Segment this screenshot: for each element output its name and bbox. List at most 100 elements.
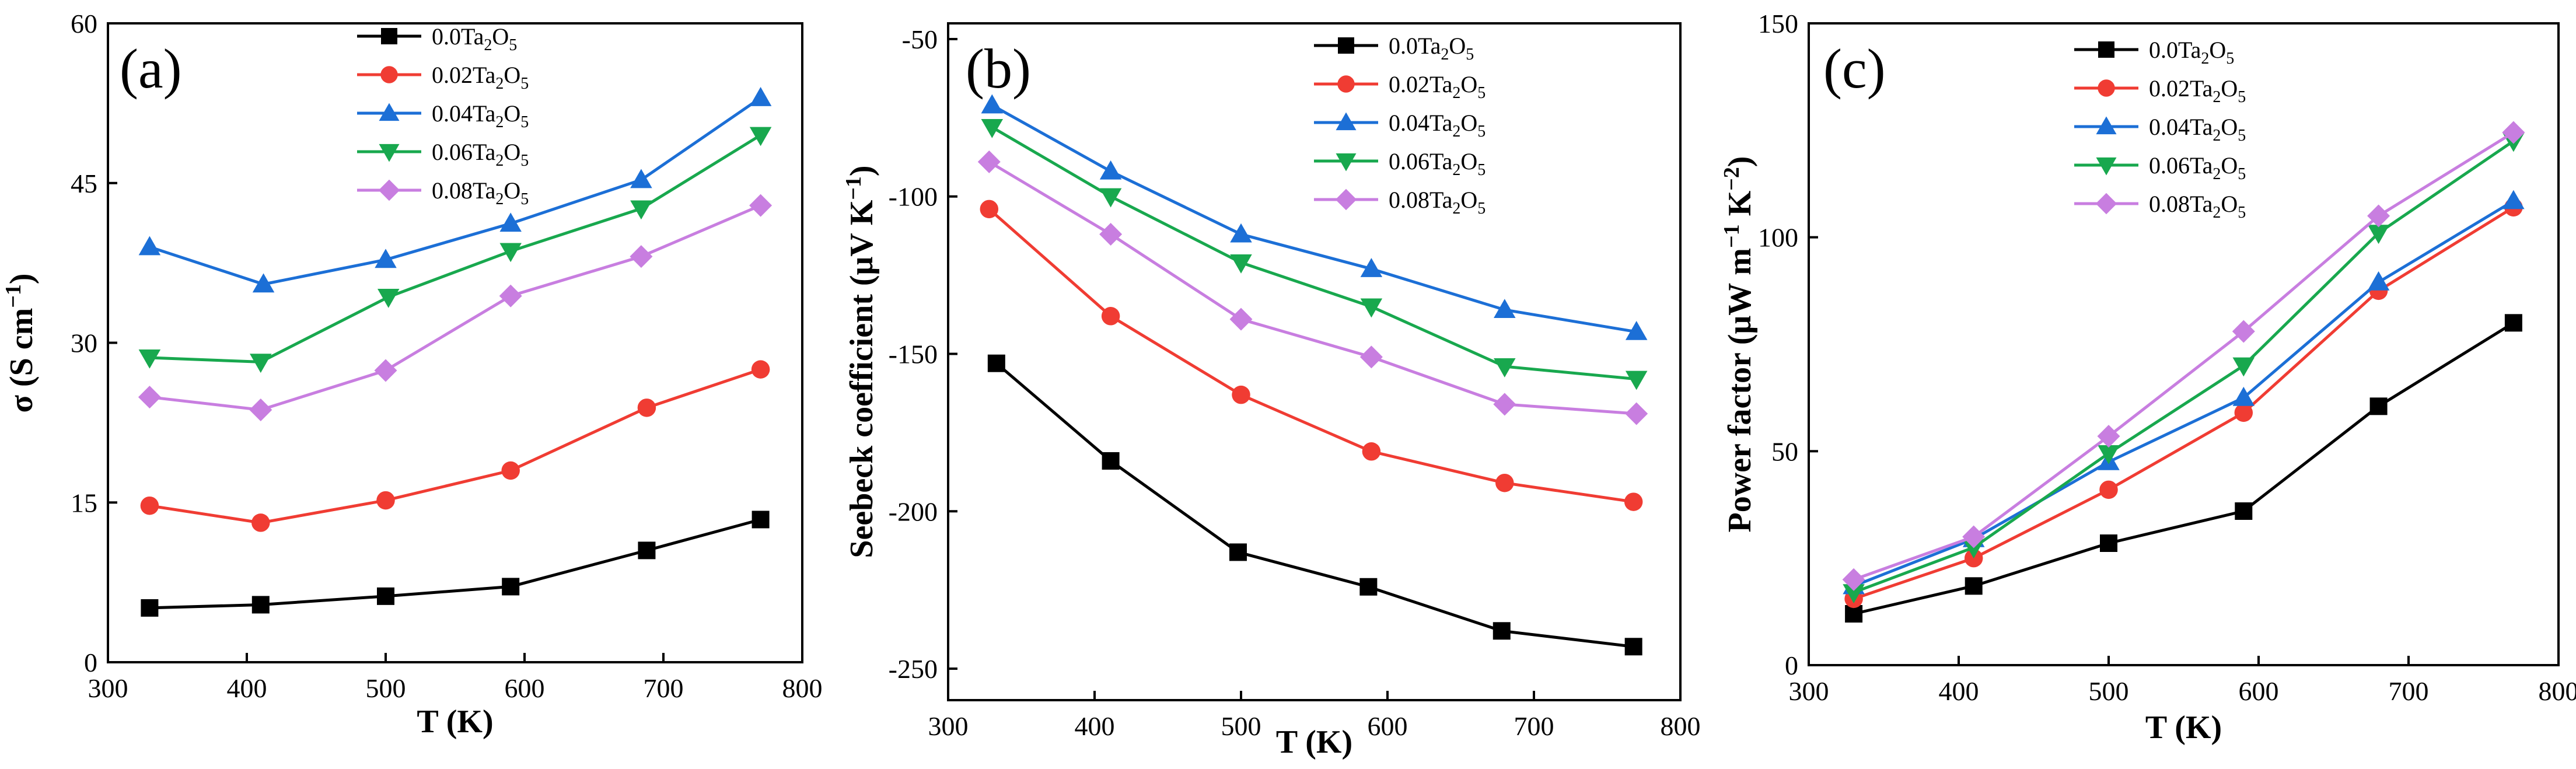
series-0.04Ta2O5 bbox=[1843, 190, 2524, 595]
data-point bbox=[501, 462, 520, 480]
series-0.0Ta2O5 bbox=[988, 355, 1642, 656]
legend-marker bbox=[2098, 79, 2114, 96]
y-tick-label: -200 bbox=[889, 497, 938, 526]
x-tick-label: 700 bbox=[2389, 676, 2429, 706]
y-tick-label: 60 bbox=[71, 9, 97, 39]
legend-label-part: 0.02Ta bbox=[2149, 75, 2213, 102]
legend-label: 0.04Ta2O5 bbox=[432, 100, 529, 131]
legend-label-sub: 2 bbox=[2201, 50, 2209, 68]
data-point bbox=[1625, 403, 1648, 425]
series-0.0Ta2O5 bbox=[141, 511, 769, 616]
legend-label: 0.02Ta2O5 bbox=[1389, 71, 1486, 102]
legend-label-part: O bbox=[504, 100, 520, 127]
data-point bbox=[1100, 160, 1122, 180]
legend-marker bbox=[381, 28, 397, 44]
legend-item: 0.04Ta2O5 bbox=[357, 100, 529, 131]
legend-label-sub: 2 bbox=[1452, 161, 1460, 179]
data-point bbox=[141, 497, 159, 515]
x-axis-title: T (K) bbox=[2145, 709, 2222, 746]
data-point bbox=[251, 513, 270, 532]
data-point bbox=[1362, 442, 1381, 461]
legend-label-part: 0.0Ta bbox=[1389, 33, 1441, 59]
legend-label-sub: 5 bbox=[1477, 123, 1486, 141]
x-tick-label: 300 bbox=[88, 673, 128, 703]
legend-item: 0.06Ta2O5 bbox=[357, 139, 529, 170]
legend-label: 0.04Ta2O5 bbox=[2149, 114, 2246, 145]
legend-item: 0.0Ta2O5 bbox=[357, 23, 517, 54]
x-tick-label: 800 bbox=[1661, 711, 1701, 741]
data-point bbox=[2099, 481, 2118, 499]
data-point bbox=[249, 399, 272, 421]
data-point bbox=[499, 285, 522, 307]
y-axis-title: Power factor (μW m−1 K−2) bbox=[1719, 156, 1758, 533]
data-point bbox=[377, 588, 394, 605]
panel-letter: (b) bbox=[966, 37, 1031, 100]
legend-label-sub: 2 bbox=[484, 36, 492, 54]
data-point bbox=[750, 127, 772, 146]
legend-label-part: O bbox=[504, 177, 520, 204]
legend-label-part: O bbox=[504, 139, 520, 165]
legend-label-part: 0.08Ta bbox=[1389, 187, 1453, 213]
data-point bbox=[1102, 452, 1120, 470]
legend-label: 0.0Ta2O5 bbox=[1389, 33, 1474, 64]
series-line bbox=[149, 519, 760, 607]
legend-label-sub: 5 bbox=[520, 190, 529, 208]
legend-label-sub: 2 bbox=[1452, 200, 1460, 218]
data-point bbox=[141, 599, 158, 617]
legend-label-part: 0.06Ta bbox=[1389, 148, 1453, 174]
y-axis-title-main: Power factor (μW m bbox=[1722, 248, 1758, 532]
data-point bbox=[2235, 502, 2252, 520]
legend-label-sub: 2 bbox=[2213, 88, 2221, 106]
data-point bbox=[252, 596, 270, 613]
legend-label-sub: 2 bbox=[495, 113, 504, 131]
legend-marker bbox=[379, 180, 400, 201]
legend-label-part: O bbox=[2221, 152, 2238, 179]
legend-label-sub: 5 bbox=[1477, 200, 1486, 218]
legend-label-sub: 5 bbox=[2238, 127, 2246, 145]
legend-label: 0.08Ta2O5 bbox=[2149, 191, 2246, 222]
legend-label: 0.04Ta2O5 bbox=[1389, 110, 1486, 141]
y-axis-title-main: Seebeck coefficient (μV K bbox=[844, 200, 880, 558]
legend-label: 0.06Ta2O5 bbox=[432, 139, 529, 170]
data-point bbox=[2098, 445, 2120, 464]
x-tick-label: 300 bbox=[1789, 676, 1829, 706]
panel-letter: (a) bbox=[120, 37, 182, 100]
legend-item: 0.08Ta2O5 bbox=[357, 177, 529, 208]
series-0.0Ta2O5 bbox=[1845, 314, 2522, 623]
legend-item: 0.02Ta2O5 bbox=[357, 62, 529, 93]
legend-label-part: O bbox=[2221, 114, 2238, 140]
data-point bbox=[630, 245, 652, 268]
series-line bbox=[149, 369, 760, 523]
legend-marker bbox=[1336, 189, 1357, 210]
series-line bbox=[1854, 201, 2514, 586]
data-point bbox=[1493, 622, 1511, 639]
legend-label-sub: 5 bbox=[520, 75, 529, 93]
data-point bbox=[2502, 121, 2525, 144]
data-point bbox=[1102, 307, 1120, 326]
data-point bbox=[139, 236, 161, 256]
x-tick-label: 800 bbox=[782, 673, 823, 703]
data-point bbox=[1360, 345, 1383, 368]
legend-label-part: O bbox=[1460, 187, 1477, 213]
series-0.08Ta2O5 bbox=[138, 194, 772, 421]
legend-label-part: O bbox=[1449, 33, 1466, 59]
legend-marker bbox=[380, 66, 397, 83]
legend-label-part: O bbox=[504, 62, 520, 88]
y-tick-label: -100 bbox=[889, 182, 938, 212]
data-point bbox=[1099, 223, 1122, 246]
data-point bbox=[1495, 474, 1514, 492]
data-point bbox=[1626, 371, 1648, 390]
data-point bbox=[630, 169, 652, 188]
legend-label: 0.06Ta2O5 bbox=[2149, 152, 2246, 183]
legend-label-part: 0.06Ta bbox=[2149, 152, 2213, 179]
legend-label-sub: 2 bbox=[2213, 165, 2221, 183]
legend-label: 0.02Ta2O5 bbox=[2149, 75, 2246, 106]
data-point bbox=[378, 289, 400, 308]
legend-label: 0.0Ta2O5 bbox=[2149, 37, 2234, 68]
y-axis-title-sup: −1 bbox=[1719, 224, 1744, 248]
x-tick-label: 500 bbox=[1221, 711, 1261, 741]
data-point bbox=[2370, 397, 2388, 415]
